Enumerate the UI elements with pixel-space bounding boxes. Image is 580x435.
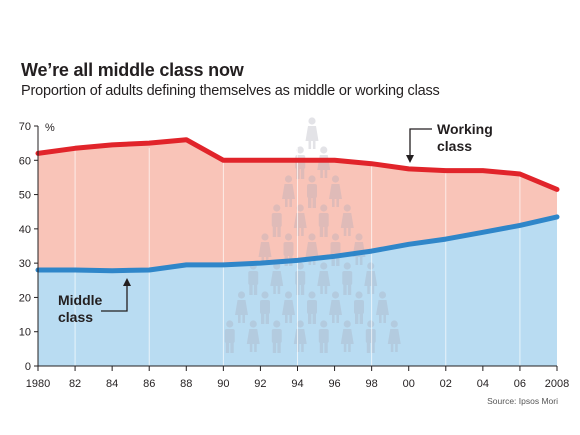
person-icon (260, 291, 270, 324)
person-icon (258, 233, 272, 265)
x-tick-label: 2008 (545, 378, 569, 390)
x-tick-label: 82 (69, 378, 81, 390)
person-icon (330, 233, 341, 266)
y-tick-label: 60 (19, 155, 31, 167)
x-tick-label: 86 (143, 378, 155, 390)
x-tick-label: 94 (291, 378, 303, 390)
person-icon (307, 175, 317, 208)
middle-class-arrow (101, 283, 128, 312)
person-icon (342, 262, 353, 295)
person-icon (387, 320, 401, 352)
middle-class-line (35, 214, 560, 274)
y-tick-label: 40 (19, 224, 31, 236)
person-icon (282, 175, 295, 207)
person-icon (271, 320, 282, 353)
person-icon (246, 320, 260, 352)
person-icon (365, 320, 376, 353)
person-icon (318, 320, 329, 353)
person-icon (282, 291, 295, 323)
x-tick-label: 98 (366, 378, 378, 390)
person-icon (318, 204, 329, 237)
y-axis-unit: % (45, 122, 55, 134)
working-class-label: Working (437, 121, 493, 137)
x-tick-label: 04 (477, 378, 489, 390)
y-tick-label: 20 (19, 292, 31, 304)
person-icon (293, 320, 307, 352)
x-tick-label: 06 (514, 378, 526, 390)
person-icon (307, 291, 317, 324)
x-tick-label: 02 (440, 378, 452, 390)
working-class-line (35, 137, 560, 192)
person-icon (305, 117, 319, 149)
person-icon (376, 291, 389, 323)
middle-class-label: Middle (58, 292, 103, 308)
chart-subtitle: Proportion of adults defining themselves… (21, 83, 440, 99)
source-note: Source: Ipsos Mori (487, 396, 558, 406)
x-tick-label: 1980 (26, 378, 50, 390)
working-class-arrow (409, 128, 432, 158)
person-icon (224, 320, 235, 353)
y-tick-label: 0 (25, 361, 31, 373)
y-tick-label: 30 (19, 258, 31, 270)
person-icon (354, 291, 364, 324)
x-tick-label: 84 (106, 378, 118, 390)
person-icon (364, 262, 378, 294)
person-icon (235, 291, 248, 323)
x-tick-label: 00 (403, 378, 415, 390)
x-tick-label: 88 (180, 378, 192, 390)
working-class-label: class (437, 138, 472, 154)
person-icon (329, 175, 342, 207)
person-icon (293, 204, 307, 236)
x-tick-label: 90 (217, 378, 229, 390)
person-icon (317, 262, 331, 294)
middle-class-label: class (58, 309, 93, 325)
x-tick-label: 92 (254, 378, 266, 390)
working-class-arrowhead (406, 155, 414, 163)
y-tick-label: 50 (19, 190, 31, 202)
x-tick-label: 96 (328, 378, 340, 390)
y-tick-label: 10 (19, 327, 31, 339)
person-icon (340, 320, 354, 352)
chart-title: We’re all middle class now (21, 60, 244, 80)
y-tick-label: 70 (19, 121, 31, 133)
person-icon (329, 291, 342, 323)
person-icon (271, 204, 282, 237)
middle-class-arrowhead (123, 278, 131, 286)
person-icon (340, 204, 354, 236)
